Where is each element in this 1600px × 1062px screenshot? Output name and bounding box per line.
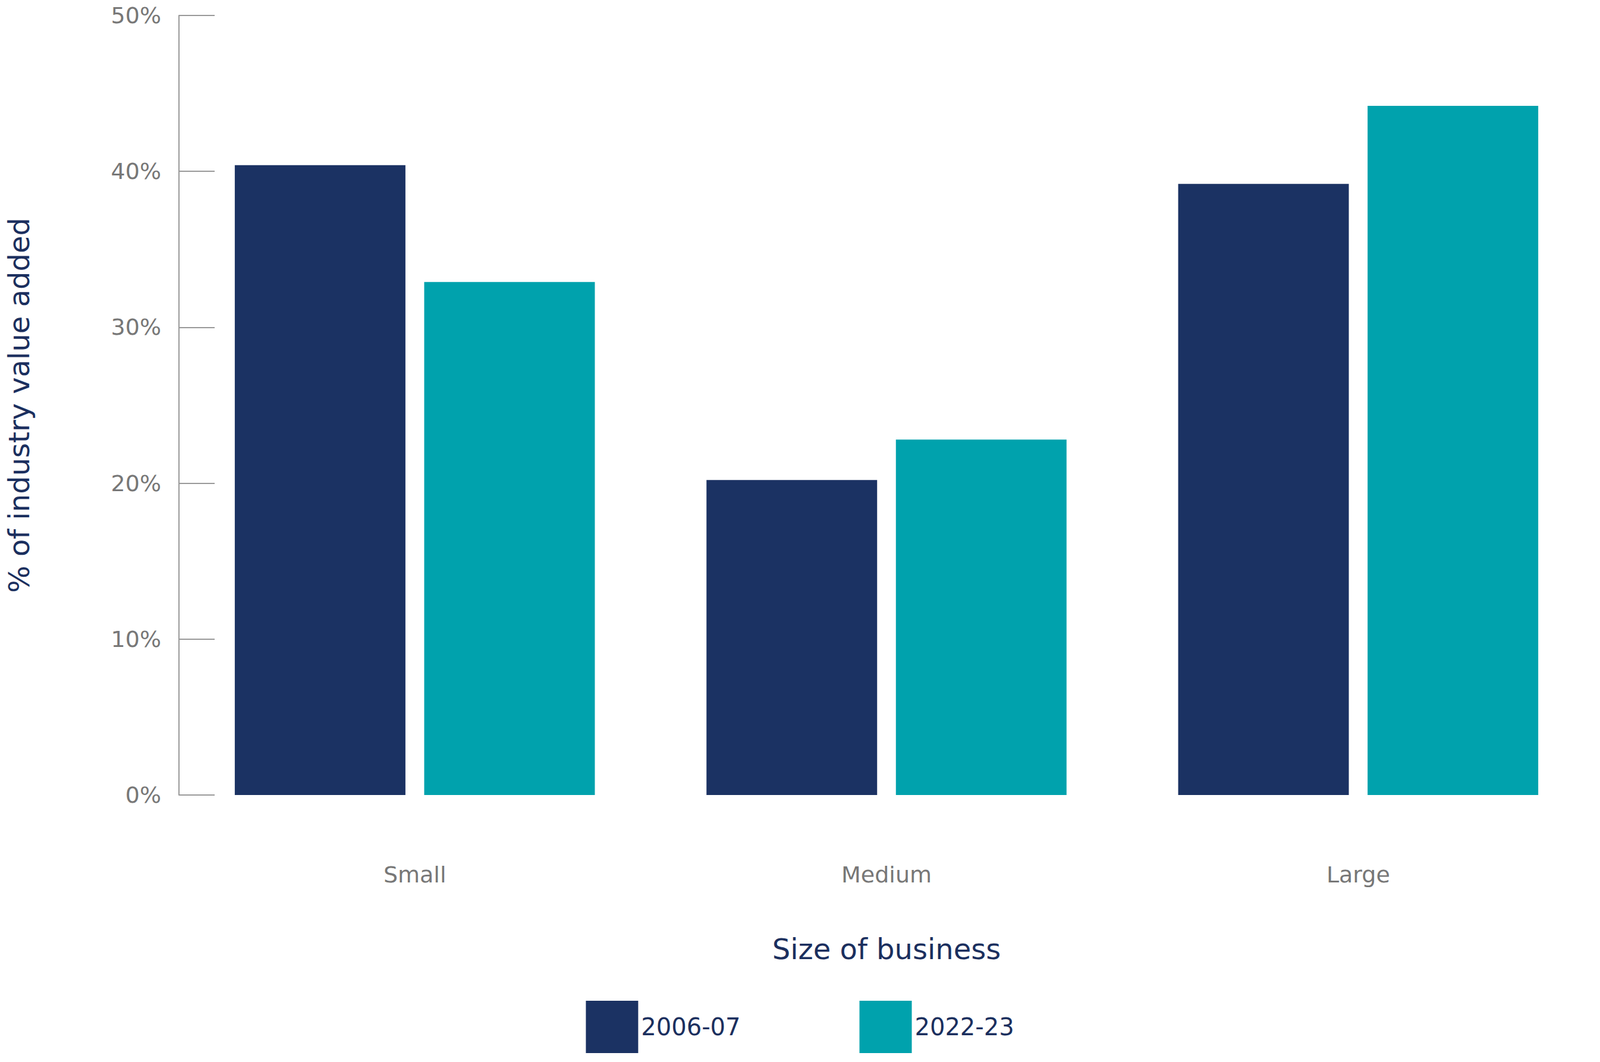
svg-text:Large: Large <box>1326 861 1391 888</box>
svg-text:40%: 40% <box>111 158 162 185</box>
svg-text:50%: 50% <box>111 2 162 29</box>
svg-text:10%: 10% <box>111 626 162 653</box>
svg-text:30%: 30% <box>111 313 162 341</box>
svg-text:2022-23: 2022-23 <box>915 1013 1015 1041</box>
svg-text:2006-07: 2006-07 <box>640 1013 741 1041</box>
svg-text:Medium: Medium <box>841 861 932 888</box>
svg-text:Small: Small <box>383 861 447 888</box>
svg-text:% of industry value added: % of industry value added <box>2 217 36 593</box>
svg-text:20%: 20% <box>111 470 162 497</box>
svg-text:Size of business: Size of business <box>772 932 1002 966</box>
svg-text:0%: 0% <box>125 781 162 809</box>
